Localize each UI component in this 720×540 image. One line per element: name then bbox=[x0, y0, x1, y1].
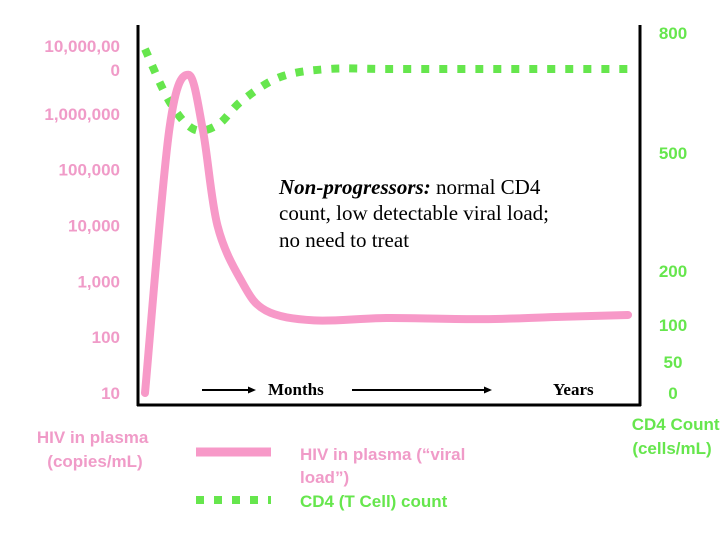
months-arrow-left-head bbox=[248, 386, 256, 394]
annotation-line3: no need to treat bbox=[279, 228, 409, 252]
left-tick-label: 100,000 bbox=[59, 161, 120, 180]
series-viral-load-line bbox=[141, 70, 632, 397]
right-tick-label: 200 bbox=[659, 262, 687, 281]
left-tick-label: 10,000,00 0 bbox=[44, 37, 120, 80]
right-tick-label: 800 bbox=[659, 24, 687, 43]
left-tick-label: 1,000,000 bbox=[44, 105, 120, 124]
right-tick-label: 100 bbox=[659, 316, 687, 335]
annotation-text: Non-progressors: normal CD4 count, low d… bbox=[278, 175, 554, 252]
left-tick-label: 100 bbox=[92, 328, 120, 347]
left-tick-label: 10,000 bbox=[68, 217, 120, 236]
series-cd4-line bbox=[141, 47, 628, 135]
left-tick-label: 10 bbox=[101, 384, 120, 403]
x-label-years: Years bbox=[553, 380, 594, 399]
annotation-line1: normal CD4 bbox=[431, 175, 541, 199]
time-axis: Months Years bbox=[202, 380, 594, 399]
x-label-months: Months bbox=[268, 380, 324, 399]
series-layer bbox=[141, 47, 632, 397]
annotation-line2: count, low detectable viral load; bbox=[279, 201, 549, 225]
legend: HIV in plasma (“viral load”) CD4 (T Cell… bbox=[196, 445, 470, 511]
legend-label-viral-load: HIV in plasma (“viral load”) bbox=[300, 445, 470, 487]
left-tick-label: 1,000 bbox=[77, 272, 120, 291]
legend-label-cd4: CD4 (T Cell) count bbox=[300, 492, 448, 511]
right-axis-title: CD4 Count (cells/mL) bbox=[632, 415, 720, 458]
plot-frame bbox=[136, 25, 642, 407]
right-tick-label: 500 bbox=[659, 144, 687, 163]
annotation-bold: Non-progressors: bbox=[278, 175, 431, 199]
right-tick-label: 0 bbox=[668, 384, 677, 403]
left-axis-ticks: 10,000,00 0 1,000,000 100,000 10,000 1,000 100… bbox=[44, 37, 120, 403]
months-arrow-right-head bbox=[484, 386, 492, 394]
right-tick-label: 50 bbox=[664, 353, 683, 372]
left-axis-title: HIV in plasma (copies/mL) bbox=[37, 428, 153, 471]
